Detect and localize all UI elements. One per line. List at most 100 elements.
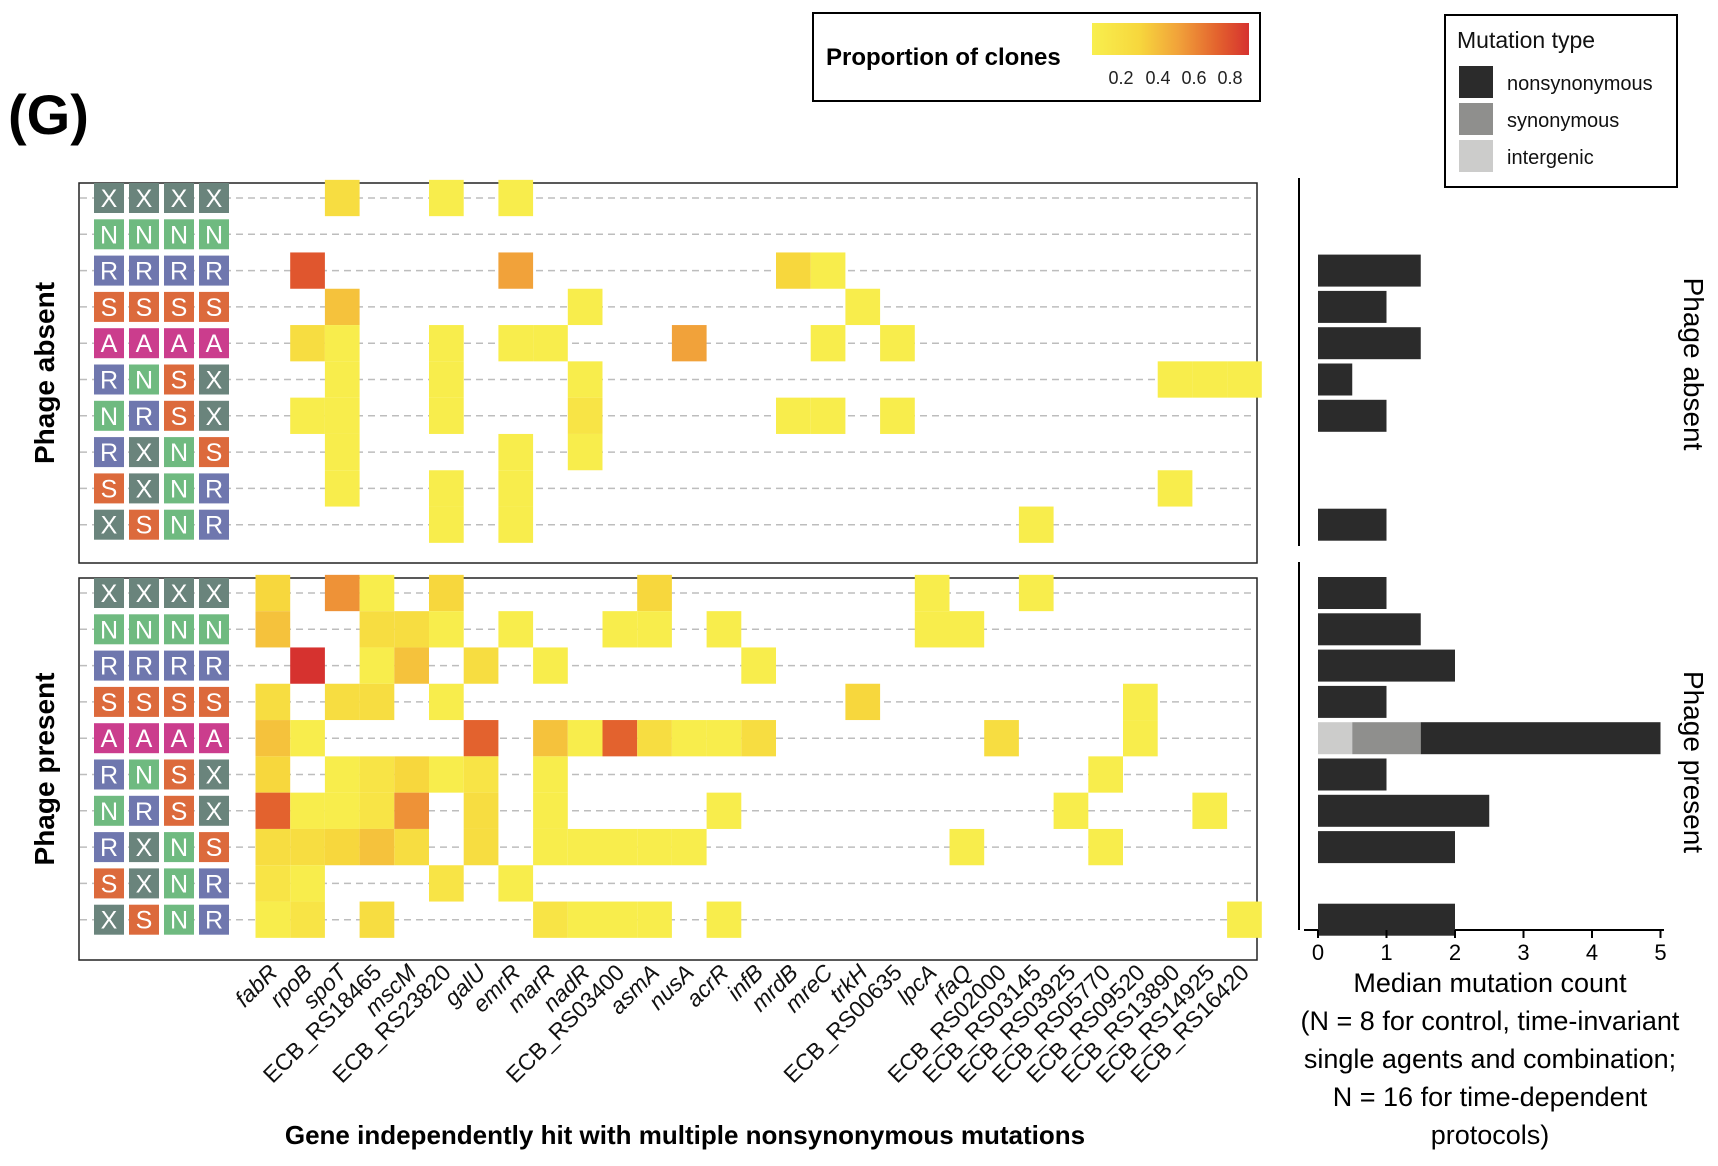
heat-cell — [324, 574, 360, 612]
protocol-tile — [199, 686, 229, 717]
heat-cell — [914, 574, 950, 612]
protocol-tile — [94, 364, 124, 395]
protocol-tile — [199, 364, 229, 395]
heat-cell — [637, 574, 672, 612]
protocol-letter: X — [136, 439, 153, 467]
protocol-tile — [94, 759, 124, 790]
heat-cell — [637, 828, 672, 866]
heat-cell — [949, 828, 985, 866]
protocol-letter: N — [170, 512, 188, 540]
protocol-tile — [164, 328, 194, 359]
heat-cell — [1157, 470, 1193, 507]
bar-tick-label: 0 — [1312, 940, 1324, 965]
protocol-tile — [164, 400, 194, 431]
bars — [1318, 254, 1661, 936]
heat-cell — [498, 325, 534, 362]
protocol-tile — [129, 578, 159, 608]
bar-segment-non — [1420, 722, 1661, 755]
heat-cell — [290, 252, 325, 289]
panel-label: (G) — [8, 83, 89, 146]
protocol-letter: R — [205, 870, 223, 898]
heat-cell — [463, 828, 499, 866]
protocol-tile — [164, 509, 194, 540]
heat-cell — [498, 179, 534, 217]
heat-cell — [1088, 756, 1123, 793]
heat-cell — [429, 756, 464, 793]
heat-cell — [533, 756, 568, 793]
protocol-tile — [164, 795, 194, 826]
protocol-letter: S — [136, 294, 153, 322]
bar-segment-non — [1318, 758, 1387, 791]
heat-cell — [394, 828, 429, 866]
protocol-letter: R — [170, 258, 188, 286]
protocol-tile — [129, 328, 159, 359]
heat-cell — [429, 325, 464, 362]
protocol-letter: A — [101, 330, 118, 358]
heat-cell — [463, 756, 499, 793]
protocol-letter: X — [136, 185, 153, 213]
protocol-letter: A — [206, 330, 223, 358]
heat-cell — [359, 756, 395, 793]
heat-cell — [290, 901, 325, 938]
heat-legend-tick: 0.6 — [1181, 68, 1206, 88]
heat-cell — [255, 720, 291, 757]
heat-cell — [324, 792, 360, 829]
protocol-tile — [199, 509, 229, 540]
protocol-letter: S — [101, 870, 118, 898]
protocol-letter: N — [205, 221, 223, 249]
heat-cell — [429, 574, 464, 612]
bar-tick-label: 1 — [1380, 940, 1392, 965]
protocol-letter: S — [171, 689, 188, 717]
protocol-tile — [199, 614, 229, 645]
heat-cell — [914, 611, 950, 648]
protocol-letter: R — [170, 653, 188, 681]
facet-label-right: Phage absent — [1678, 278, 1709, 451]
bar-segment-non — [1318, 649, 1455, 682]
panel-frame — [78, 182, 1258, 564]
heat-cell — [290, 792, 325, 829]
bar-segment-syn — [1352, 722, 1421, 755]
heat-cell — [255, 901, 291, 938]
protocol-tile — [129, 868, 159, 899]
protocol-tile — [199, 328, 229, 359]
heat-cell — [359, 574, 395, 612]
protocol-letter: A — [101, 725, 118, 753]
protocol-tile — [94, 578, 124, 608]
protocol-letter: A — [136, 725, 153, 753]
heat-cell — [741, 720, 776, 757]
heat-cell — [463, 792, 499, 829]
bar-segment-non — [1318, 577, 1387, 609]
heat-cell — [567, 361, 603, 398]
protocol-letter: R — [100, 653, 118, 681]
heat-cell — [359, 611, 395, 648]
protocol-letter: X — [171, 185, 188, 213]
protocol-letter: S — [171, 762, 188, 790]
heat-cell — [845, 683, 881, 721]
protocol-letter: S — [171, 294, 188, 322]
protocol-letter: S — [101, 689, 118, 717]
facet-label-left: Phage present — [29, 673, 60, 866]
heat-cell — [498, 611, 534, 648]
heat-cell — [1018, 574, 1054, 612]
protocol-letter: S — [206, 294, 223, 322]
heat-cell — [706, 611, 742, 648]
protocol-tile — [199, 650, 229, 681]
heat-cell — [394, 792, 429, 829]
protocol-tile — [129, 759, 159, 790]
protocol-tiles: X X X XN N N NR R R RS S S SA A A AR N S XN R S XR X N SS X N RX S N R… — [94, 183, 229, 935]
protocol-letter: N — [135, 367, 153, 395]
protocol-tile — [199, 578, 229, 608]
heat-cell — [498, 865, 534, 902]
protocol-tile — [199, 832, 229, 863]
bar-segment-non — [1318, 290, 1387, 323]
heat-cell — [984, 720, 1019, 757]
heat-cell — [394, 647, 429, 684]
heat-cell — [1123, 720, 1158, 757]
heat-cell — [255, 574, 291, 612]
heat-cell — [359, 901, 395, 938]
heat-cell — [498, 433, 534, 471]
protocol-tile — [129, 473, 159, 504]
swatch-intergenic — [1459, 140, 1493, 172]
heat-legend-tick: 0.4 — [1145, 68, 1170, 88]
